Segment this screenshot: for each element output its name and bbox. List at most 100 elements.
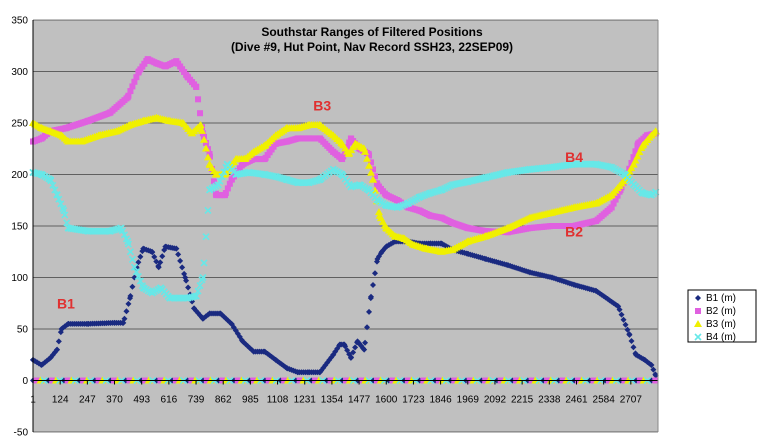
x-tick-label: 124 xyxy=(52,395,69,406)
series-4-point xyxy=(638,189,647,197)
series-4-point xyxy=(148,289,156,297)
series-1-point xyxy=(630,344,637,351)
series-3-point xyxy=(212,170,221,178)
series-3-point xyxy=(351,139,360,147)
series-2-point xyxy=(346,139,353,146)
series-3-point xyxy=(165,116,174,124)
series-2 xyxy=(30,56,659,384)
series-4-point xyxy=(196,281,204,290)
series-3-point xyxy=(422,244,431,252)
legend-item: B4 (m) xyxy=(694,332,736,343)
series-3-point xyxy=(635,148,644,156)
series-4-point xyxy=(202,233,210,241)
series-4-point xyxy=(404,199,412,207)
series-4-point xyxy=(64,224,72,232)
series-1-point xyxy=(305,369,312,376)
series-3-point xyxy=(382,224,391,232)
series-4-point xyxy=(84,227,92,235)
series-3-point xyxy=(344,149,353,157)
series-2-point xyxy=(239,161,246,168)
series-4-point xyxy=(223,160,231,168)
series-4-point xyxy=(57,200,65,208)
series-3-point xyxy=(647,131,656,139)
series-2-point xyxy=(62,125,69,132)
series-1-point xyxy=(648,362,655,369)
x-tick-label: 493 xyxy=(133,395,150,406)
y-tick-label: 350 xyxy=(11,16,28,27)
series-3-point xyxy=(338,139,347,147)
series-4-point xyxy=(382,201,390,209)
series-1-point xyxy=(228,320,235,327)
annotations: B1 B3 B4 B2 xyxy=(57,98,583,312)
series-1-point xyxy=(175,251,182,258)
series-1-point xyxy=(361,346,368,353)
legend-item: B3 (m) xyxy=(694,319,736,330)
series-4-point xyxy=(482,174,490,182)
series-4-point xyxy=(504,168,512,177)
series-3-point xyxy=(525,213,534,221)
series-1-point xyxy=(129,283,136,290)
series-1-point xyxy=(191,305,198,312)
series-4-point xyxy=(117,224,125,232)
series-2-point xyxy=(173,58,180,65)
series-1-point xyxy=(374,255,381,262)
series-4-point xyxy=(305,179,313,187)
series-3-point xyxy=(365,161,374,169)
legend-label: B2 (m) xyxy=(706,306,736,317)
series-2-point xyxy=(195,96,202,103)
series-3-point xyxy=(95,131,104,139)
series-3-point xyxy=(448,245,457,253)
series-2-point xyxy=(272,140,279,147)
series-4-point xyxy=(183,294,191,302)
series-4-point xyxy=(415,193,423,201)
series-2-point xyxy=(133,74,140,81)
series-1-point xyxy=(378,248,385,255)
series-1-point xyxy=(504,262,511,269)
series-1-point xyxy=(185,284,192,291)
y-tick-label: 250 xyxy=(11,119,28,130)
series-2-point xyxy=(213,192,220,199)
x-tick-label: 2707 xyxy=(620,395,643,406)
legend-label: B3 (m) xyxy=(706,319,736,330)
series-4-point xyxy=(55,195,63,203)
series-2-point xyxy=(283,138,290,145)
series-2-point xyxy=(416,207,423,214)
series-3-point xyxy=(304,121,313,129)
series-4-point xyxy=(218,172,226,181)
series-4-point xyxy=(220,168,228,176)
series-3-point xyxy=(77,137,86,145)
series-2-point xyxy=(368,159,375,166)
series-3-point xyxy=(199,135,208,143)
series-3-point xyxy=(205,160,214,168)
series-3-point xyxy=(375,211,384,219)
series-4-point xyxy=(132,268,140,276)
series-1-point xyxy=(366,308,373,315)
series-4 xyxy=(29,160,660,385)
series-3-point xyxy=(360,144,369,152)
y-tick-label: 50 xyxy=(17,325,29,336)
series-1-point xyxy=(55,338,62,345)
series-4-point xyxy=(421,191,429,199)
series-1-point xyxy=(137,253,144,260)
series-2-point xyxy=(614,192,621,199)
y-tick-label: 200 xyxy=(11,170,28,181)
series-4-point xyxy=(606,163,614,171)
series-4-point xyxy=(46,176,55,184)
series-3-point xyxy=(367,168,376,176)
x-tick-label: 1846 xyxy=(429,395,452,406)
series-1-point xyxy=(58,326,65,332)
series-1-point xyxy=(121,315,128,322)
series-3-point xyxy=(46,127,55,135)
series-1-point xyxy=(162,243,169,250)
series-2-point xyxy=(405,204,412,211)
x-tick-label: 616 xyxy=(161,395,178,406)
series-4-point xyxy=(204,206,212,214)
series-2-point xyxy=(330,148,337,155)
series-1-point xyxy=(272,356,279,363)
series-4-point xyxy=(464,178,472,186)
series-4-point xyxy=(51,186,59,194)
series-4-point xyxy=(53,191,61,199)
series-4-point xyxy=(216,177,224,185)
series-2-point xyxy=(305,135,312,142)
series-1-point xyxy=(199,315,206,322)
